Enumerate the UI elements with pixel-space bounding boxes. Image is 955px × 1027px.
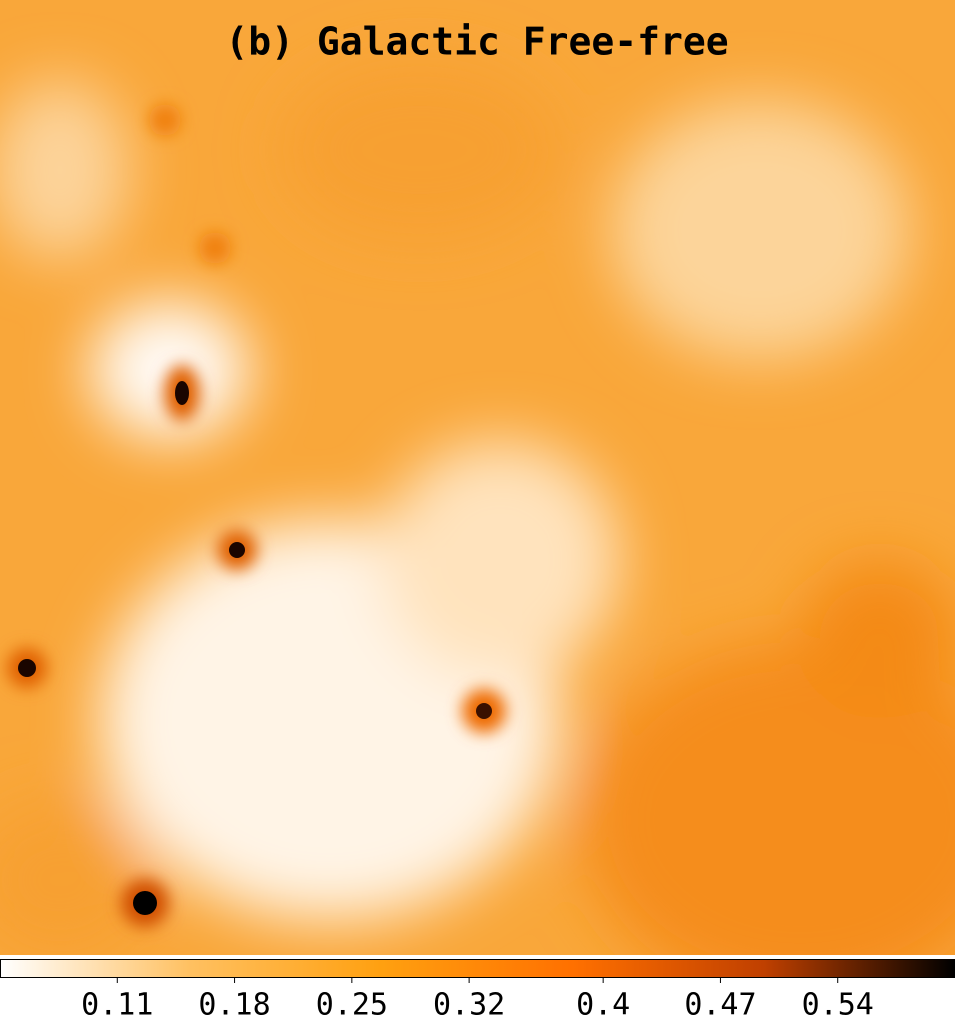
sky-map — [0, 0, 955, 955]
colorbar-tick-label: 0.54 — [802, 988, 874, 1023]
colorbar-tick-label: 0.18 — [198, 988, 270, 1023]
colorbar-tick-label: 0.11 — [81, 988, 153, 1023]
colorbar-tick-label: 0.47 — [684, 988, 756, 1023]
colorbar-tick-label: 0.25 — [316, 988, 388, 1023]
colorbar-tick-label: 0.32 — [433, 988, 505, 1023]
chart-title: (b) Galactic Free-free — [225, 20, 728, 64]
colorbar-tick-label: 0.4 — [576, 988, 630, 1023]
colorbar — [0, 959, 955, 978]
